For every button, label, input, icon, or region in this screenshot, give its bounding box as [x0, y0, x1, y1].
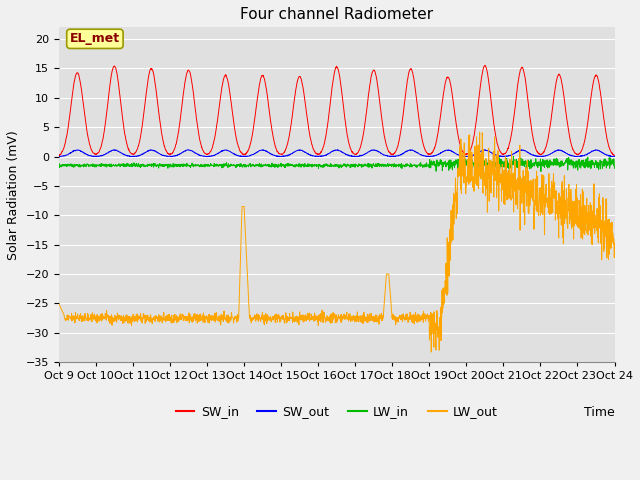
SW_out	[365, 149, 372, 155]
SW_in	[562, 109, 570, 115]
LW_in	[611, 166, 618, 171]
LW_in	[537, 168, 545, 174]
SW_out	[562, 150, 570, 156]
LW_in	[509, 154, 517, 159]
LW_in	[353, 162, 360, 168]
LW_out	[210, 313, 218, 319]
LW_out	[365, 315, 372, 321]
SW_out	[55, 154, 63, 159]
LW_out	[55, 300, 63, 306]
LW_in	[577, 159, 585, 165]
SW_out	[499, 154, 507, 160]
LW_out	[562, 216, 570, 221]
Line: SW_in: SW_in	[59, 65, 614, 156]
SW_in	[210, 138, 218, 144]
SW_in	[611, 153, 618, 158]
SW_in	[353, 150, 361, 156]
LW_out	[428, 349, 435, 355]
Text: Time: Time	[584, 406, 614, 419]
SW_out	[210, 153, 218, 158]
Title: Four channel Radiometer: Four channel Radiometer	[240, 7, 433, 22]
SW_out	[499, 153, 506, 159]
SW_out	[577, 153, 585, 158]
LW_in	[562, 157, 570, 163]
Text: EL_met: EL_met	[70, 32, 120, 45]
SW_in	[481, 62, 489, 68]
SW_out	[611, 154, 618, 159]
Legend: SW_in, SW_out, LW_in, LW_out: SW_in, SW_out, LW_in, LW_out	[171, 400, 502, 423]
SW_out	[333, 147, 341, 153]
LW_out	[499, 186, 506, 192]
SW_in	[365, 89, 372, 95]
LW_in	[365, 161, 372, 167]
Line: LW_in: LW_in	[59, 156, 614, 171]
SW_out	[353, 154, 361, 159]
LW_out	[353, 314, 360, 320]
SW_in	[577, 148, 585, 154]
Y-axis label: Solar Radiation (mV): Solar Radiation (mV)	[7, 130, 20, 260]
LW_in	[210, 164, 218, 169]
SW_in	[56, 153, 63, 159]
Line: LW_out: LW_out	[59, 132, 614, 352]
LW_in	[55, 161, 63, 167]
LW_out	[611, 240, 618, 246]
Line: SW_out: SW_out	[59, 150, 614, 157]
SW_in	[55, 153, 63, 158]
LW_out	[476, 129, 483, 135]
SW_in	[499, 152, 506, 157]
LW_in	[498, 159, 506, 165]
LW_out	[577, 210, 585, 216]
